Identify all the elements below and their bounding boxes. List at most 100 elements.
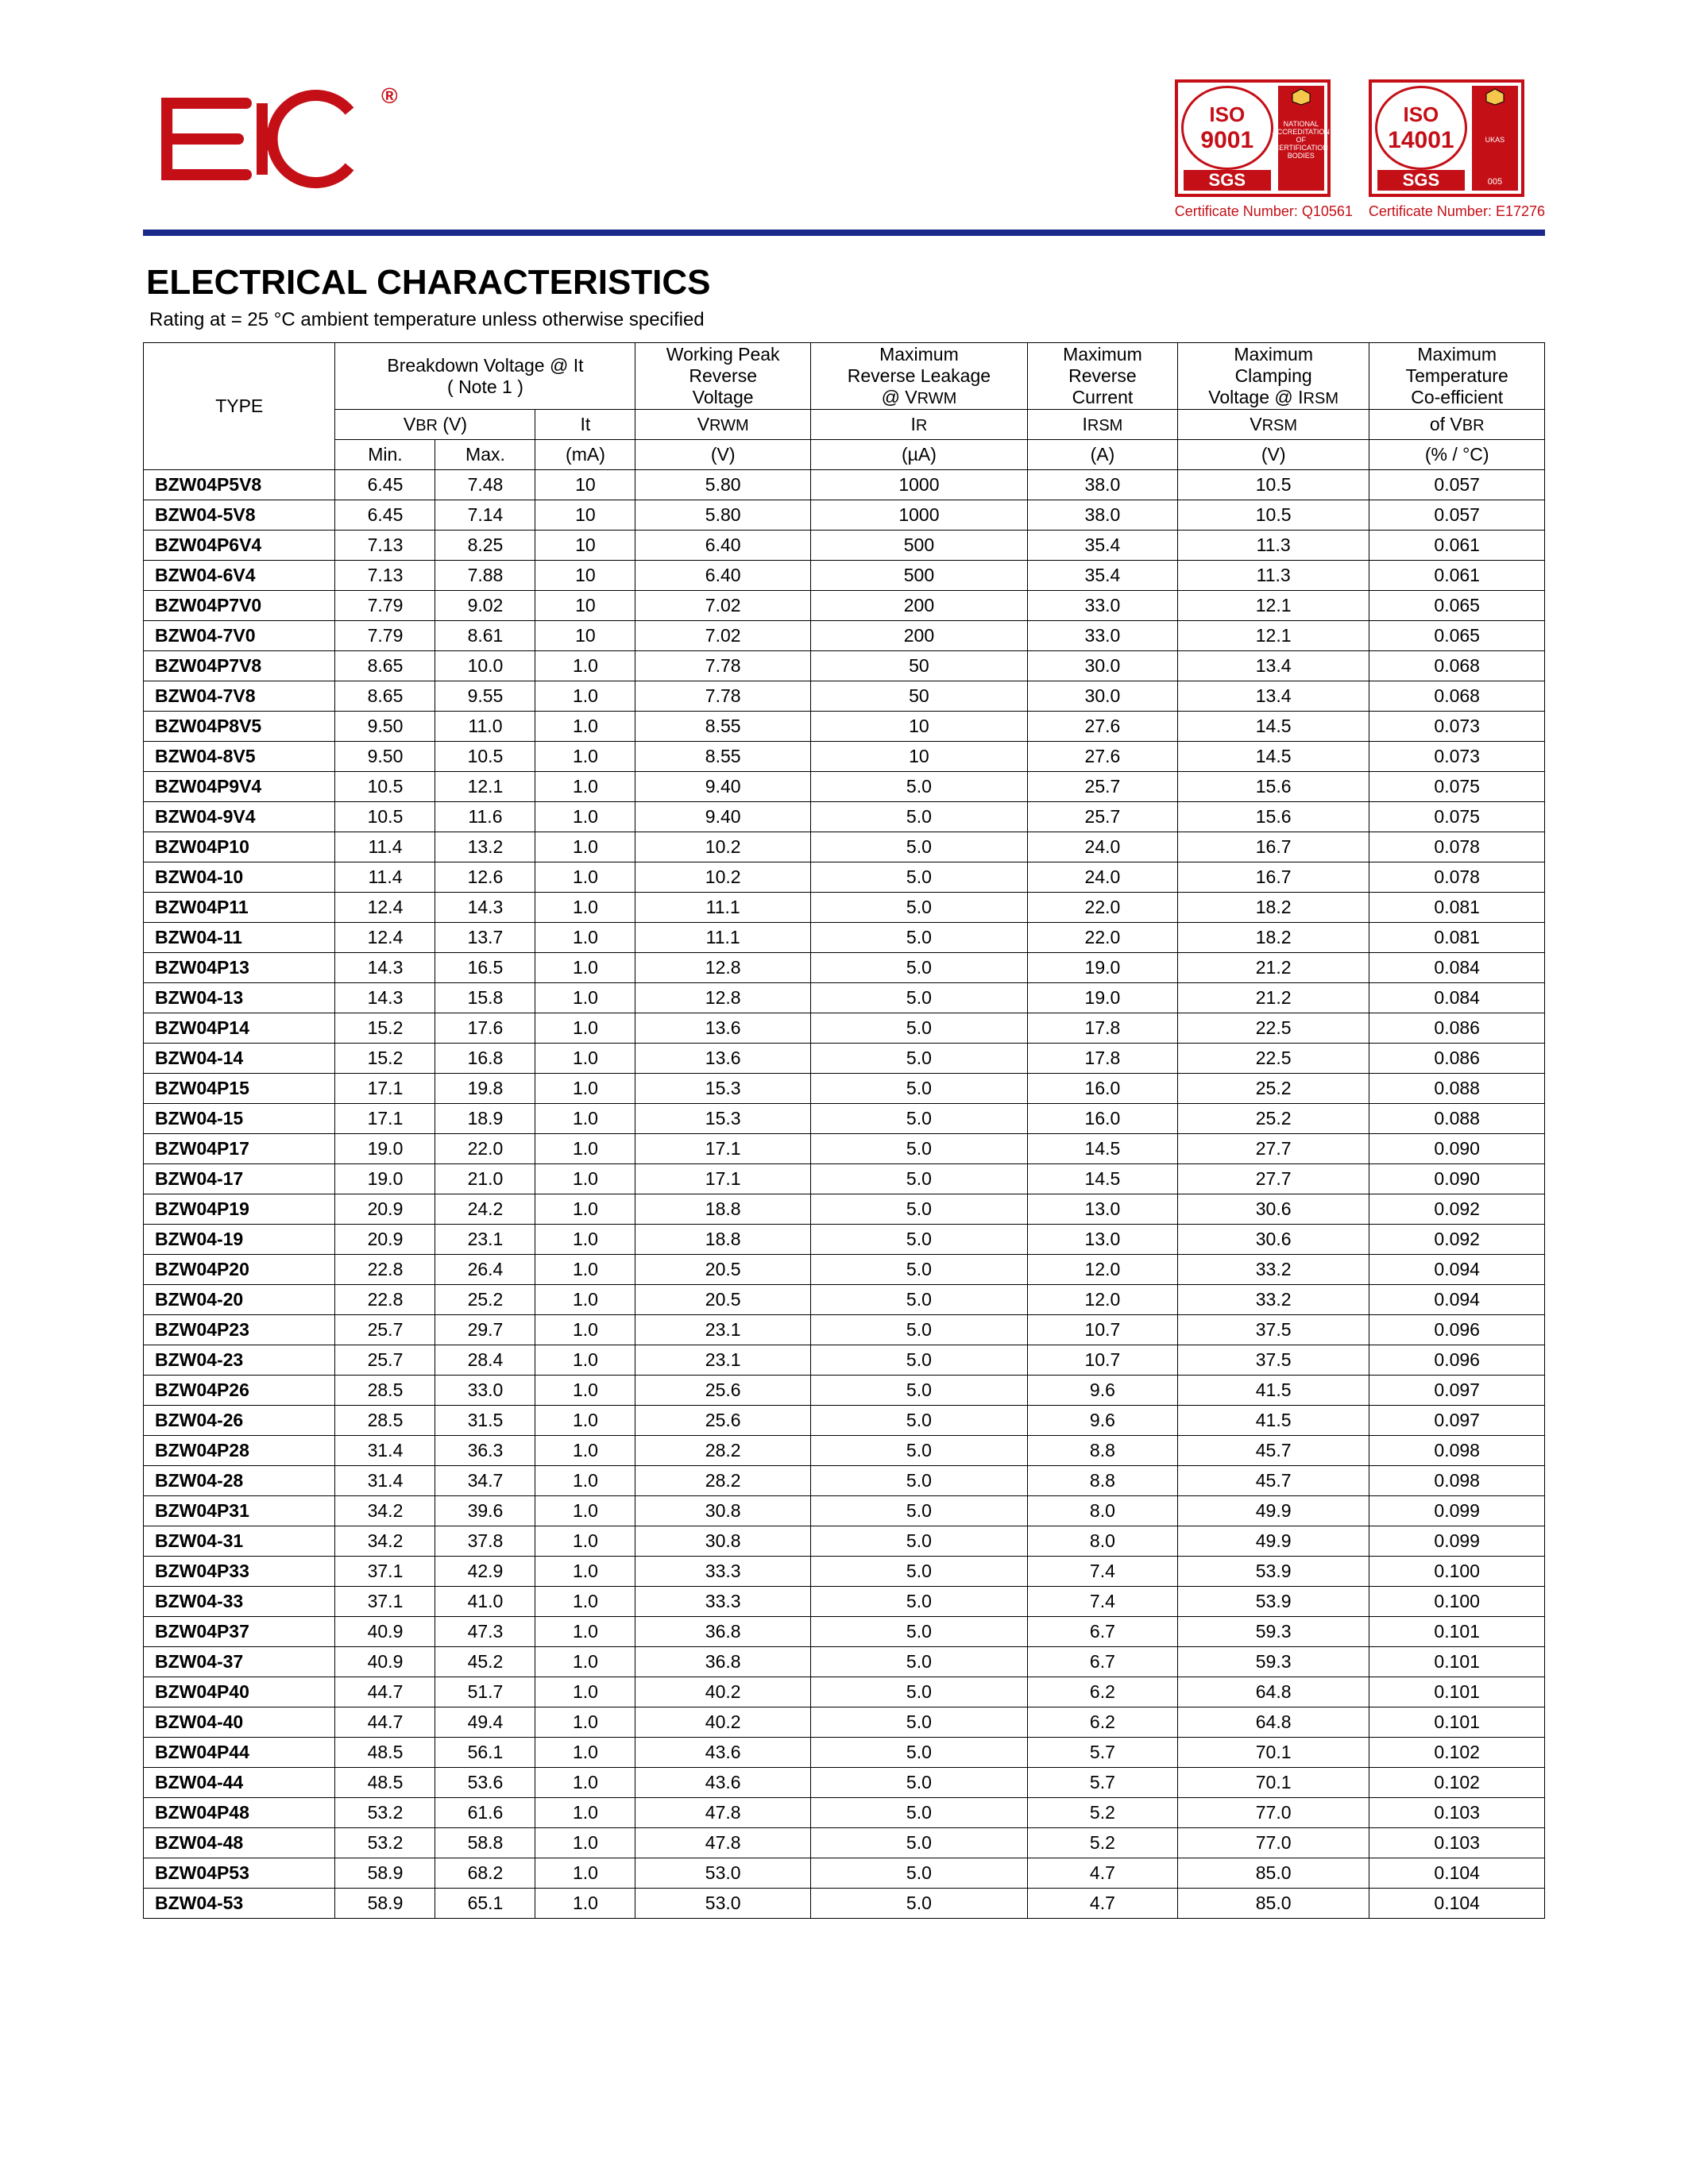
cell-tc: 0.092	[1369, 1225, 1545, 1255]
cell-max: 7.48	[435, 470, 535, 500]
cell-type: BZW04-10	[144, 862, 335, 893]
sub-vrsm: VRSM	[1177, 410, 1369, 440]
cell-max: 10.5	[435, 742, 535, 772]
cell-vrsm: 85.0	[1177, 1858, 1369, 1889]
cell-irsm: 10.7	[1027, 1315, 1177, 1345]
cell-max: 45.2	[435, 1647, 535, 1677]
cell-min: 40.9	[335, 1617, 435, 1647]
cell-type: BZW04P40	[144, 1677, 335, 1707]
cell-vrsm: 33.2	[1177, 1285, 1369, 1315]
cell-it: 1.0	[535, 651, 635, 681]
cell-min: 58.9	[335, 1889, 435, 1919]
table-row: BZW04P7V0 7.79 9.02 10 7.02 200 33.0 12.…	[144, 591, 1545, 621]
cell-type: BZW04P37	[144, 1617, 335, 1647]
cell-type: BZW04-31	[144, 1526, 335, 1557]
cell-ir: 5.0	[810, 1889, 1027, 1919]
cell-type: BZW04-44	[144, 1768, 335, 1798]
spec-table: TYPE Breakdown Voltage @ It( Note 1 ) Wo…	[143, 342, 1545, 1919]
table-row: BZW04-10 11.4 12.6 1.0 10.2 5.0 24.0 16.…	[144, 862, 1545, 893]
table-row: BZW04P7V8 8.65 10.0 1.0 7.78 50 30.0 13.…	[144, 651, 1545, 681]
cell-vrwm: 9.40	[635, 772, 810, 802]
cell-it: 1.0	[535, 1225, 635, 1255]
cell-tc: 0.057	[1369, 500, 1545, 531]
cell-min: 44.7	[335, 1707, 435, 1738]
cell-irsm: 7.4	[1027, 1587, 1177, 1617]
unit-irsm: (A)	[1027, 440, 1177, 470]
cell-vrwm: 33.3	[635, 1587, 810, 1617]
cell-tc: 0.081	[1369, 923, 1545, 953]
cell-irsm: 33.0	[1027, 591, 1177, 621]
cell-vrwm: 5.80	[635, 500, 810, 531]
cell-max: 7.88	[435, 561, 535, 591]
cell-irsm: 33.0	[1027, 621, 1177, 651]
cell-ir: 5.0	[810, 862, 1027, 893]
cell-it: 10	[535, 470, 635, 500]
cell-vrwm: 43.6	[635, 1738, 810, 1768]
table-row: BZW04P11 12.4 14.3 1.0 11.1 5.0 22.0 18.…	[144, 893, 1545, 923]
table-body: BZW04P5V8 6.45 7.48 10 5.80 1000 38.0 10…	[144, 470, 1545, 1919]
cell-vrsm: 18.2	[1177, 923, 1369, 953]
cell-vrsm: 45.7	[1177, 1436, 1369, 1466]
table-row: BZW04-31 34.2 37.8 1.0 30.8 5.0 8.0 49.9…	[144, 1526, 1545, 1557]
cell-vrsm: 21.2	[1177, 983, 1369, 1013]
cell-irsm: 17.8	[1027, 1044, 1177, 1074]
cell-vrwm: 13.6	[635, 1013, 810, 1044]
cell-type: BZW04-53	[144, 1889, 335, 1919]
cell-irsm: 35.4	[1027, 561, 1177, 591]
cell-min: 22.8	[335, 1255, 435, 1285]
cell-irsm: 4.7	[1027, 1858, 1177, 1889]
cell-ir: 500	[810, 561, 1027, 591]
cell-type: BZW04-14	[144, 1044, 335, 1074]
cell-type: BZW04P5V8	[144, 470, 335, 500]
cell-type: BZW04-28	[144, 1466, 335, 1496]
page-title: ELECTRICAL CHARACTERISTICS	[146, 263, 1545, 303]
cell-tc: 0.103	[1369, 1798, 1545, 1828]
cell-ir: 5.0	[810, 1828, 1027, 1858]
cell-min: 12.4	[335, 923, 435, 953]
cell-tc: 0.090	[1369, 1164, 1545, 1194]
cell-min: 11.4	[335, 862, 435, 893]
table-row: BZW04P19 20.9 24.2 1.0 18.8 5.0 13.0 30.…	[144, 1194, 1545, 1225]
cell-ir: 5.0	[810, 1526, 1027, 1557]
cell-vrwm: 40.2	[635, 1677, 810, 1707]
cell-it: 1.0	[535, 1345, 635, 1376]
cell-min: 37.1	[335, 1557, 435, 1587]
cell-it: 1.0	[535, 1406, 635, 1436]
cell-type: BZW04P7V8	[144, 651, 335, 681]
cell-it: 1.0	[535, 712, 635, 742]
cell-min: 58.9	[335, 1858, 435, 1889]
cell-irsm: 27.6	[1027, 712, 1177, 742]
cell-type: BZW04P26	[144, 1376, 335, 1406]
cell-irsm: 9.6	[1027, 1406, 1177, 1436]
cell-ir: 5.0	[810, 1345, 1027, 1376]
table-row: BZW04P9V4 10.5 12.1 1.0 9.40 5.0 25.7 15…	[144, 772, 1545, 802]
cell-tc: 0.075	[1369, 802, 1545, 832]
cell-irsm: 24.0	[1027, 832, 1177, 862]
cell-it: 1.0	[535, 802, 635, 832]
cell-it: 1.0	[535, 1707, 635, 1738]
cell-vrsm: 70.1	[1177, 1768, 1369, 1798]
cell-it: 1.0	[535, 742, 635, 772]
cell-max: 68.2	[435, 1858, 535, 1889]
cell-min: 15.2	[335, 1013, 435, 1044]
cell-vrwm: 18.8	[635, 1194, 810, 1225]
cell-vrsm: 49.9	[1177, 1526, 1369, 1557]
cell-vrsm: 13.4	[1177, 681, 1369, 712]
table-row: BZW04-8V5 9.50 10.5 1.0 8.55 10 27.6 14.…	[144, 742, 1545, 772]
cell-ir: 10	[810, 742, 1027, 772]
cell-type: BZW04P44	[144, 1738, 335, 1768]
cell-vrsm: 77.0	[1177, 1828, 1369, 1858]
cell-irsm: 13.0	[1027, 1225, 1177, 1255]
cell-ir: 1000	[810, 470, 1027, 500]
cell-vrwm: 23.1	[635, 1345, 810, 1376]
cell-tc: 0.096	[1369, 1315, 1545, 1345]
cell-type: BZW04-6V4	[144, 561, 335, 591]
cell-vrwm: 11.1	[635, 923, 810, 953]
col-tc: MaximumTemperatureCo-efficient	[1369, 343, 1545, 410]
cell-tc: 0.068	[1369, 651, 1545, 681]
table-row: BZW04-48 53.2 58.8 1.0 47.8 5.0 5.2 77.0…	[144, 1828, 1545, 1858]
cell-tc: 0.088	[1369, 1074, 1545, 1104]
cell-vrsm: 11.3	[1177, 561, 1369, 591]
cell-min: 48.5	[335, 1768, 435, 1798]
cell-min: 44.7	[335, 1677, 435, 1707]
